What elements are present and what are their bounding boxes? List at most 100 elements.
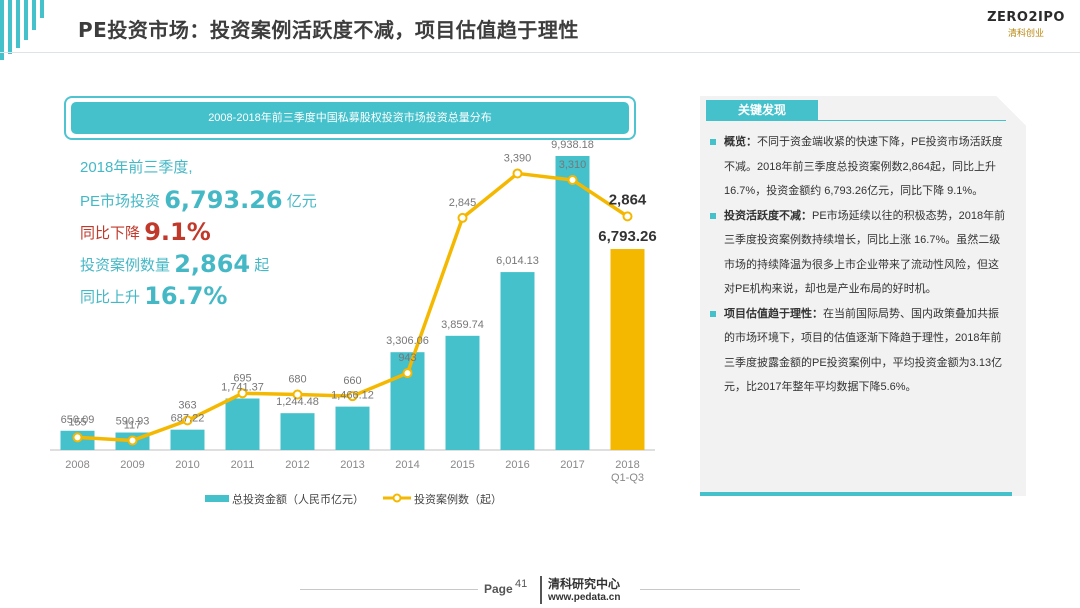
bar-value-label: 590.93	[116, 416, 150, 428]
bar-value-label: 1,244.48	[276, 396, 319, 408]
finding-label: 投资活跃度不减：	[724, 209, 812, 222]
logo-subtext: 清科创业	[1007, 28, 1044, 38]
bar-value-label: 1,466.12	[331, 390, 374, 402]
footer-org: 清科研究中心	[548, 577, 621, 591]
legend-bar-swatch	[205, 495, 229, 502]
logo: ZERO2IPO 清科创业	[986, 10, 1066, 39]
bar-value-label: 650.09	[61, 414, 95, 426]
bar-2015	[445, 335, 480, 450]
page-label: Page	[484, 582, 513, 596]
stats-block: 2018年前三季度, PE市场投资 6,793.26 亿元 同比下降 9.1% …	[80, 152, 317, 312]
bar-2018-Q1-Q3	[610, 249, 645, 450]
logo-text: ZERO2IPO	[987, 10, 1065, 25]
x-tick-label: Q1-Q3	[611, 472, 644, 484]
line-value-label: 2,864	[609, 191, 647, 208]
x-tick-label: 2010	[175, 459, 199, 471]
bar-value-label: 1,741.37	[221, 381, 264, 393]
bullet-square-icon	[710, 310, 716, 317]
finding-text: PE市场延续以往的积极态势，2018年前三季度投资案例数持续增长，同比上涨 16…	[724, 209, 1006, 296]
finding-label: 概览：	[724, 136, 757, 148]
stats-cases-change-row: 同比上升 16.7%	[80, 280, 317, 312]
line-value-label: 943	[398, 352, 416, 364]
stats-amount-change-label: 同比下降	[80, 225, 141, 242]
stats-cases-unit: 起	[254, 257, 270, 274]
bar-value-label: 3,306.06	[386, 335, 429, 347]
page-title: PE投资市场：投资案例活跃度不减，项目估值趋于理性	[78, 18, 579, 42]
x-tick-label: 2018	[615, 459, 639, 471]
corner-decoration	[0, 0, 44, 60]
line-point-2008	[72, 432, 83, 443]
line-point-2017	[567, 174, 578, 185]
bar-2010	[170, 429, 205, 450]
bullet-square-icon	[710, 139, 716, 145]
footer-right-rule	[640, 589, 800, 590]
line-point-2009	[127, 435, 138, 446]
stats-amount-change-value: 9.1%	[144, 218, 211, 246]
line-value-label: 695	[233, 372, 251, 384]
bar-2013	[335, 406, 370, 450]
footer-left-rule	[300, 589, 478, 590]
x-tick-label: 2017	[560, 459, 584, 471]
line-point-2012	[292, 389, 303, 400]
bar-2012	[280, 413, 315, 450]
finding-text: 不同于资金端收紧的快速下降，PE投资市场活跃度不减。2018年前三季度总投资案例…	[724, 136, 1003, 197]
investment-chart: 650.09 590.93 687.22 1,741.37 1,244.48 1,466.…	[50, 139, 657, 506]
stats-amount-row: PE市场投资 6,793.26 亿元	[80, 184, 317, 216]
x-tick-label: 2014	[395, 459, 419, 471]
stats-cases-value: 2,864	[174, 250, 251, 278]
footer: Page 41 清科研究中心 www.pedata.cn	[0, 572, 1080, 608]
finding-item: 项目估值趋于理性：在当前国际局势、国内政策叠加共振的市场环境下，项目的估值逐渐下…	[710, 302, 1006, 400]
chart-title: 2008-2018年前三季度中国私募股权投资市场投资总量分布	[71, 102, 629, 134]
x-tick-label: 2016	[505, 459, 529, 471]
bar-value-label: 6,014.13	[496, 255, 539, 267]
line-point-2013	[347, 391, 358, 402]
stats-amount-value: 6,793.26	[164, 186, 283, 214]
key-findings-title: 关键发现	[706, 100, 818, 120]
line-value-label: 2,845	[449, 197, 477, 209]
line-value-label: 680	[288, 374, 306, 386]
stats-period: 2018年前三季度,	[80, 159, 193, 176]
stats-cases-change-label: 同比上升	[80, 289, 141, 306]
bar-value-label: 6,793.26	[598, 228, 656, 245]
x-tick-label: 2009	[120, 459, 144, 471]
bar-2014	[390, 352, 425, 450]
line-value-label: 3,310	[559, 159, 587, 171]
x-tick-label: 2011	[231, 459, 255, 471]
line-value-label: 3,390	[504, 152, 532, 164]
bar-2017	[555, 155, 590, 450]
stats-amount-label: PE市场投资	[80, 193, 161, 210]
finding-label: 项目估值趋于理性：	[724, 307, 823, 320]
line-point-2016	[512, 168, 523, 179]
x-tick-label: 2012	[285, 459, 309, 471]
x-tick-label: 2008	[65, 459, 89, 471]
line-value-label: 660	[343, 375, 361, 387]
finding-text: 在当前国际局势、国内政策叠加共振的市场环境下，项目的估值逐渐下降趋于理性，201…	[724, 307, 1003, 394]
page-number: 41	[515, 578, 528, 590]
line-point-2011	[237, 388, 248, 399]
legend-line-marker	[392, 493, 402, 503]
panel-bottom-bar	[700, 492, 1012, 496]
bar-value-label: 3,859.74	[441, 319, 484, 331]
legend-line-label: 投资案例数（起）	[414, 492, 502, 506]
legend-bar-label: 总投资金额（人民币亿元）	[232, 492, 364, 506]
findings-list: 概览：不同于资金端收紧的快速下降，PE投资市场活跃度不减。2018年前三季度总投…	[710, 130, 1006, 400]
page-fold-cut	[996, 96, 1026, 126]
line-value-label: 363	[178, 399, 196, 411]
stats-cases-label: 投资案例数量	[80, 257, 171, 274]
stats-amount-change-row: 同比下降 9.1%	[80, 216, 317, 248]
x-tick-label: 2015	[450, 459, 474, 471]
stats-amount-unit: 亿元	[286, 193, 317, 210]
bar-2011	[225, 398, 260, 450]
line-point-2018-Q1-Q3	[622, 211, 633, 222]
footer-url: www.pedata.cn	[548, 592, 621, 603]
key-findings-panel: 关键发现 概览：不同于资金端收紧的快速下降，PE投资市场活跃度不减。2018年前…	[700, 96, 1026, 496]
bar-2016	[500, 272, 535, 450]
bar-value-label: 687.22	[171, 413, 205, 425]
line-point-2015	[457, 212, 468, 223]
bullet-square-icon	[710, 212, 716, 219]
finding-item: 概览：不同于资金端收紧的快速下降，PE投资市场活跃度不减。2018年前三季度总投…	[710, 130, 1006, 204]
line-point-2014	[402, 368, 413, 379]
key-findings-underline	[706, 120, 1006, 121]
line-point-2010	[182, 415, 193, 426]
title-divider	[0, 52, 1080, 53]
